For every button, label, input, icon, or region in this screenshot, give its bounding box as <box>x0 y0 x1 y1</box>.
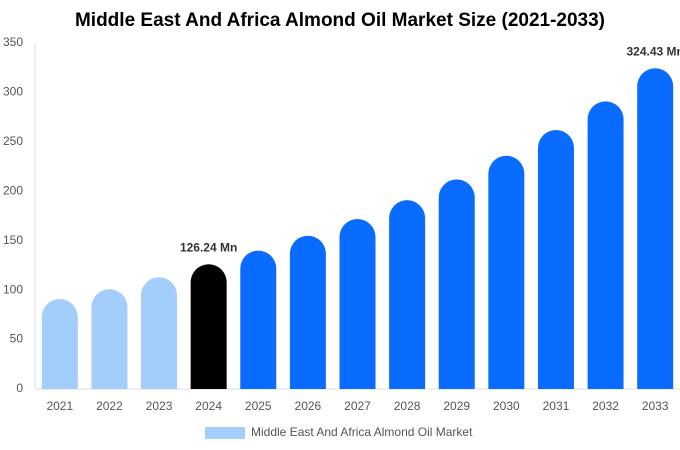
y-tick-label: 50 <box>10 332 24 346</box>
legend-label: Middle East And Africa Almond Oil Market <box>251 425 473 439</box>
x-tick-label: 2033 <box>642 399 669 413</box>
x-tick-label: 2025 <box>245 399 272 413</box>
chart-title: Middle East And Africa Almond Oil Market… <box>75 10 605 31</box>
x-tick-label: 2026 <box>295 399 322 413</box>
bar <box>339 218 376 389</box>
x-tick-label: 2021 <box>46 399 73 413</box>
bar <box>389 200 426 389</box>
x-tick-label: 2024 <box>195 399 222 413</box>
bar <box>537 129 574 389</box>
bar <box>91 289 128 389</box>
bar <box>438 179 475 389</box>
bar <box>190 264 227 389</box>
y-tick-label: 100 <box>3 282 23 296</box>
legend-swatch <box>205 427 245 439</box>
bar <box>488 155 525 389</box>
x-tick-label: 2030 <box>493 399 520 413</box>
x-tick-label: 2027 <box>344 399 371 413</box>
value-label: 126.24 Mn <box>180 240 237 254</box>
bar <box>141 277 178 389</box>
x-tick-label: 2028 <box>394 399 421 413</box>
x-tick-label: 2031 <box>543 399 570 413</box>
x-tick-label: 2029 <box>443 399 470 413</box>
y-tick-label: 0 <box>16 381 23 395</box>
y-tick-label: 350 <box>3 35 23 49</box>
x-tick-label: 2032 <box>592 399 619 413</box>
y-tick-label: 250 <box>3 134 23 148</box>
value-label: 324.43 Mn <box>627 44 680 58</box>
bar <box>587 101 624 389</box>
bar <box>637 68 674 389</box>
y-tick-label: 300 <box>3 85 23 99</box>
y-tick-label: 150 <box>3 233 23 247</box>
y-tick-label: 200 <box>3 183 23 197</box>
x-tick-label: 2023 <box>146 399 173 413</box>
bar <box>240 250 277 389</box>
x-tick-label: 2022 <box>96 399 123 413</box>
bar <box>41 299 78 389</box>
bar <box>289 235 326 389</box>
